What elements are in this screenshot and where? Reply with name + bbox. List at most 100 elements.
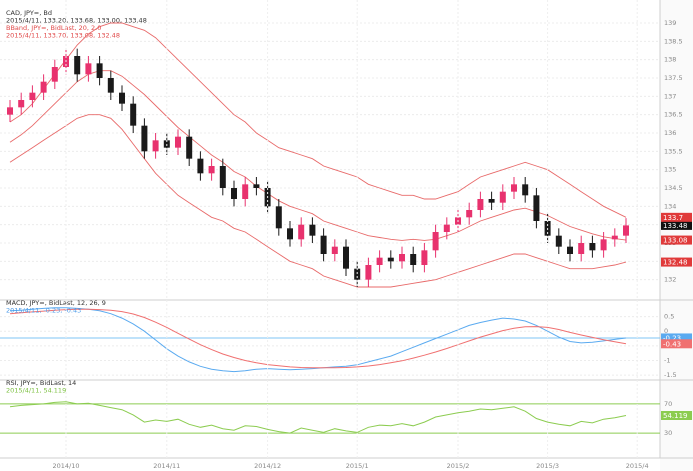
candle-body — [107, 78, 114, 93]
bollinger-upper — [9, 22, 627, 218]
last-value-box — [661, 333, 692, 343]
candle-body — [287, 228, 293, 240]
bollinger-middle — [9, 70, 627, 241]
candle-body — [567, 246, 573, 254]
candle-body — [51, 67, 58, 82]
last-value-box — [661, 257, 692, 267]
candle-body — [29, 92, 36, 100]
y-tick-label: 0.5 — [664, 313, 674, 321]
candle-body — [320, 235, 327, 254]
candle-body — [309, 224, 316, 236]
candle-body — [298, 224, 305, 240]
candle-body — [331, 246, 338, 254]
last-value-box — [661, 235, 692, 245]
y-tick-label: 134 — [664, 202, 676, 210]
y-tick-label: 70 — [664, 400, 672, 408]
candle-body — [186, 136, 193, 159]
y-tick-label: 0 — [664, 327, 668, 335]
last-value-label: -0.43 — [663, 340, 681, 348]
candle-body — [477, 199, 484, 210]
candle-body — [488, 199, 495, 203]
y-tick-label: -1 — [664, 356, 670, 364]
candle-body — [432, 232, 439, 251]
candle-body — [399, 254, 405, 262]
x-tick-label: 2015/2 — [447, 462, 470, 470]
y-tick-label: 30 — [664, 429, 672, 437]
candle-body — [231, 188, 237, 199]
last-value-box — [661, 410, 692, 420]
legend-text: CAD, JPY=, Bd — [6, 9, 52, 17]
last-value-label: 54.119 — [663, 412, 688, 420]
candle-body — [410, 254, 417, 265]
y-tick-label: 139 — [664, 19, 676, 27]
candle-body — [130, 103, 137, 126]
y-tick-label: -1.5 — [664, 371, 677, 379]
last-value-label: 133.7 — [663, 214, 683, 222]
candle-body — [275, 206, 282, 229]
legend-text: 2015/4/11, 133.70, 133.08, 132.48 — [6, 32, 120, 40]
candle-body — [74, 56, 81, 75]
series-line — [9, 401, 627, 434]
candle-body — [578, 243, 585, 254]
y-tick-label: 135.5 — [664, 147, 683, 155]
x-tick-label: 2014/10 — [52, 462, 79, 470]
y-tick-label: 136.5 — [664, 111, 683, 119]
legend-text: RSI, JPY=, BidLast, 14 — [6, 379, 76, 387]
candle-body — [499, 191, 506, 203]
last-value-box — [661, 220, 692, 230]
candle-body — [555, 235, 562, 247]
candle-body — [443, 224, 450, 232]
candle-body — [533, 195, 540, 221]
y-tick-label: 137.5 — [664, 74, 683, 82]
candle-body — [387, 257, 394, 262]
axis-background — [660, 0, 693, 471]
x-tick-label: 2015/3 — [536, 462, 559, 470]
last-value-label: 132.48 — [663, 259, 688, 267]
bollinger-lower — [9, 114, 627, 288]
candle-body — [589, 243, 596, 251]
candle-body — [354, 268, 361, 280]
candle-body — [119, 92, 125, 104]
last-value-label: 133.48 — [663, 222, 688, 230]
y-tick-label: 137 — [664, 92, 676, 100]
candle-body — [141, 125, 148, 152]
last-value-label: -0.23 — [663, 334, 681, 342]
candle-body — [197, 158, 204, 174]
candle-body — [522, 184, 529, 196]
y-tick-label: 134.5 — [664, 184, 683, 192]
candle-body — [511, 184, 517, 192]
candle-body — [376, 257, 383, 265]
candle-body — [242, 184, 249, 199]
candle-body — [18, 100, 25, 108]
candle-body — [152, 140, 159, 152]
y-tick-label: 132 — [664, 276, 676, 284]
y-tick-label: 138 — [664, 56, 676, 64]
candle-body — [466, 210, 473, 218]
y-tick-label: 135 — [664, 166, 676, 174]
legend-text: 2015/4/11, 54.119 — [6, 387, 66, 395]
x-tick-label: 2015/1 — [346, 462, 369, 470]
y-tick-label: 138.5 — [664, 37, 683, 45]
candle-body — [611, 235, 618, 240]
candle-body — [85, 63, 92, 75]
candle-body — [623, 225, 629, 236]
candle-body — [421, 250, 428, 265]
candle-body — [253, 184, 260, 188]
candle-body — [365, 265, 372, 280]
last-value-box — [661, 339, 692, 349]
last-value-box — [661, 212, 692, 222]
y-tick-label: 136 — [664, 129, 676, 137]
last-value-label: 133.08 — [663, 237, 688, 245]
candle-body — [7, 107, 13, 115]
candle-body — [175, 136, 181, 148]
candle-body — [600, 239, 607, 251]
x-tick-label: 2015/4 — [626, 462, 649, 470]
candle-body — [219, 166, 226, 188]
series-line — [9, 308, 627, 369]
x-tick-label: 2014/11 — [153, 462, 180, 470]
candle-body — [96, 63, 103, 78]
candle-body — [208, 166, 215, 174]
legend-text: MACD, JPY=, BidLast, 12, 26, 9 — [6, 299, 106, 307]
candle-body — [40, 81, 47, 93]
